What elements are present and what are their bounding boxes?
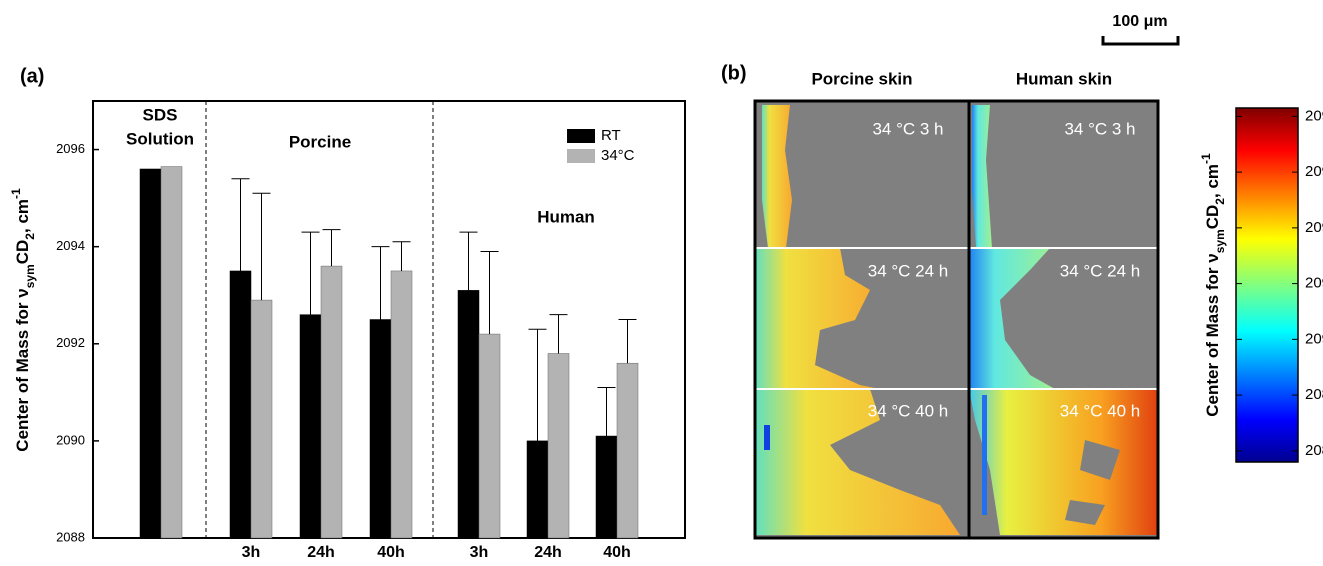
- error-bar: [371, 246, 390, 320]
- axis-label-part: 2: [1213, 198, 1227, 205]
- axis-label-part: CD: [1203, 205, 1222, 230]
- group-label: Porcine: [289, 132, 351, 151]
- bar: [616, 362, 639, 539]
- error-bar: [480, 251, 499, 335]
- image-label: 34 °C 24 h: [868, 261, 949, 280]
- group-label: Solution: [126, 129, 194, 148]
- image-label: 34 °C 24 h: [1060, 261, 1141, 280]
- error-bar: [231, 178, 250, 271]
- column-title: Porcine skin: [811, 69, 912, 88]
- legend-label: RT: [601, 127, 621, 144]
- axis-label-part: CD: [13, 240, 32, 265]
- colorbar: [1235, 107, 1299, 463]
- y-tick-label: 2094: [56, 238, 85, 253]
- bar: [229, 270, 252, 539]
- bar: [526, 440, 549, 539]
- x-tick-label: 24h: [307, 544, 335, 561]
- bar: [299, 314, 322, 539]
- bar: [369, 319, 392, 539]
- legend-label: 34°C: [601, 147, 635, 164]
- error-bar: [549, 314, 568, 354]
- bar: [320, 265, 343, 539]
- colorbar-tick-label: 2092: [1305, 275, 1323, 292]
- column-title: Human skin: [1016, 69, 1112, 88]
- y-tick-label: 2088: [56, 529, 85, 544]
- axis-label-part: , cm: [1203, 164, 1222, 198]
- colorbar-tick-label: 2086: [1305, 442, 1323, 459]
- x-tick-label: 24h: [534, 544, 562, 561]
- axis-label-part: sym: [1213, 229, 1227, 253]
- colorbar-tick-label: 2094: [1305, 219, 1323, 236]
- x-tick-label: 3h: [242, 544, 261, 561]
- colorbar-tick-label: 2090: [1305, 330, 1323, 347]
- bar: [160, 166, 183, 539]
- axis-label-part: sym: [23, 264, 37, 288]
- image-label: 34 °C 3 h: [1064, 119, 1135, 138]
- axis-label: Center of Mass for νsymCD2, cm-1: [1199, 153, 1227, 417]
- colorbar-tick-label: 2088: [1305, 386, 1323, 403]
- x-tick-label: 3h: [470, 544, 489, 561]
- error-bar: [252, 192, 271, 301]
- panel-label: (a): [20, 65, 44, 87]
- axis-label-part: Center of Mass for ν: [13, 288, 32, 451]
- error-bar: [597, 386, 616, 437]
- x-tick-label: 40h: [377, 544, 405, 561]
- error-bar: [392, 241, 411, 271]
- axis-label: Center of Mass for νsymCD2, cm-1: [9, 188, 37, 452]
- error-bar: [618, 319, 637, 364]
- bar: [457, 290, 480, 539]
- axis-label-part: -1: [9, 188, 23, 199]
- group-label: SDS: [143, 105, 178, 124]
- y-tick-label: 2096: [56, 141, 85, 156]
- panel-label: (b): [721, 62, 747, 84]
- bar: [390, 270, 413, 539]
- axis-label-part: -1: [1199, 153, 1213, 164]
- legend-swatch: [567, 149, 595, 163]
- scale-bar-label: 100 μm: [1112, 13, 1167, 30]
- error-bar: [301, 231, 320, 315]
- axis-label-part: 2: [23, 233, 37, 240]
- skin-images: [753, 99, 1160, 540]
- bar: [139, 168, 162, 539]
- colorbar-tick-label: 2096: [1305, 163, 1323, 180]
- image-label: 34 °C 40 h: [868, 401, 949, 420]
- axis-label-part: Center of Mass for ν: [1203, 253, 1222, 416]
- colorbar-tick-label: 2098: [1305, 107, 1323, 124]
- bar: [595, 435, 618, 539]
- x-tick-label: 40h: [603, 544, 631, 561]
- bar: [547, 353, 570, 539]
- group-label: Human: [537, 207, 595, 226]
- axis-label-part: , cm: [13, 199, 32, 233]
- error-bar: [528, 328, 547, 441]
- bar: [478, 333, 501, 539]
- y-tick-label: 2090: [56, 432, 85, 447]
- image-label: 34 °C 3 h: [872, 119, 943, 138]
- y-tick-label: 2092: [56, 335, 85, 350]
- bar: [250, 299, 273, 539]
- legend-swatch: [567, 129, 595, 143]
- image-label: 34 °C 40 h: [1060, 401, 1141, 420]
- error-bar: [322, 229, 341, 267]
- scale-bar: [1101, 36, 1180, 46]
- error-bar: [459, 231, 478, 291]
